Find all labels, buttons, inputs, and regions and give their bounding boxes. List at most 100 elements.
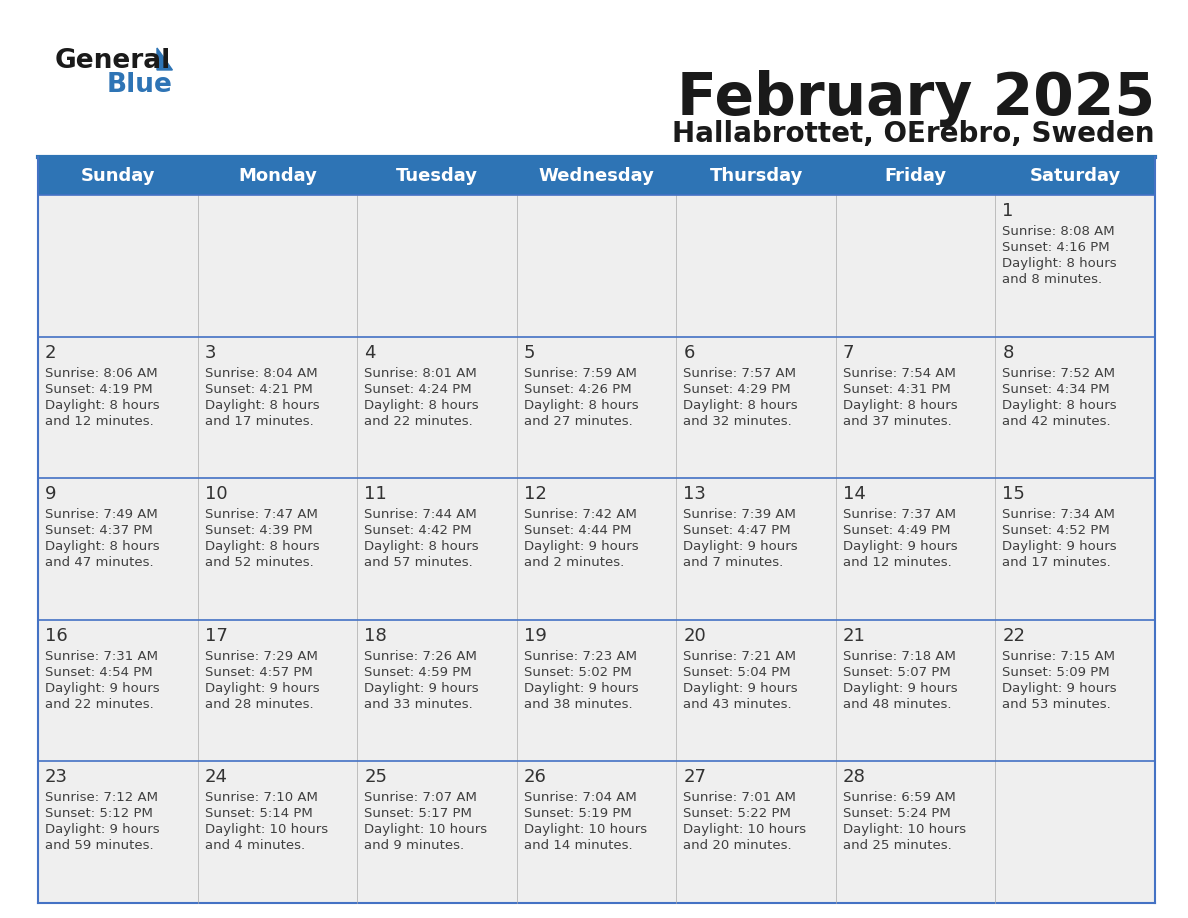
Text: Friday: Friday [885,167,947,185]
Text: and 4 minutes.: and 4 minutes. [204,839,304,853]
Text: Sunrise: 8:04 AM: Sunrise: 8:04 AM [204,366,317,380]
Text: 12: 12 [524,486,546,503]
Text: and 32 minutes.: and 32 minutes. [683,415,792,428]
Text: General: General [55,48,171,74]
Text: Sunrise: 7:23 AM: Sunrise: 7:23 AM [524,650,637,663]
Bar [38,157,1155,195]
Bar [38,195,1155,337]
Text: Sunrise: 7:37 AM: Sunrise: 7:37 AM [842,509,956,521]
Text: Daylight: 9 hours: Daylight: 9 hours [524,540,638,554]
Text: Sunset: 4:39 PM: Sunset: 4:39 PM [204,524,312,537]
Text: Thursday: Thursday [709,167,803,185]
Text: Sunrise: 7:34 AM: Sunrise: 7:34 AM [1003,509,1116,521]
Text: Sunset: 4:19 PM: Sunset: 4:19 PM [45,383,152,396]
Text: Daylight: 8 hours: Daylight: 8 hours [45,398,159,411]
Bar [38,478,1155,620]
Text: Sunset: 5:17 PM: Sunset: 5:17 PM [365,808,472,821]
Text: Sunrise: 8:01 AM: Sunrise: 8:01 AM [365,366,476,380]
Text: 6: 6 [683,343,695,362]
Text: and 33 minutes.: and 33 minutes. [365,698,473,711]
Text: and 2 minutes.: and 2 minutes. [524,556,624,569]
Text: Daylight: 9 hours: Daylight: 9 hours [842,682,958,695]
Text: 25: 25 [365,768,387,787]
Text: Daylight: 10 hours: Daylight: 10 hours [204,823,328,836]
Text: 2: 2 [45,343,57,362]
Text: Daylight: 9 hours: Daylight: 9 hours [365,682,479,695]
Text: Daylight: 8 hours: Daylight: 8 hours [365,398,479,411]
Text: Sunset: 5:09 PM: Sunset: 5:09 PM [1003,666,1110,678]
Text: Sunset: 4:29 PM: Sunset: 4:29 PM [683,383,791,396]
Text: and 17 minutes.: and 17 minutes. [204,415,314,428]
Text: and 12 minutes.: and 12 minutes. [45,415,153,428]
Text: Sunrise: 7:01 AM: Sunrise: 7:01 AM [683,791,796,804]
Text: Sunrise: 7:04 AM: Sunrise: 7:04 AM [524,791,637,804]
Text: Sunset: 5:12 PM: Sunset: 5:12 PM [45,808,153,821]
Text: Sunrise: 7:10 AM: Sunrise: 7:10 AM [204,791,317,804]
Text: 21: 21 [842,627,866,644]
Text: Daylight: 9 hours: Daylight: 9 hours [524,682,638,695]
Text: Sunrise: 7:59 AM: Sunrise: 7:59 AM [524,366,637,380]
Text: Daylight: 9 hours: Daylight: 9 hours [683,682,798,695]
Text: Daylight: 9 hours: Daylight: 9 hours [683,540,798,554]
Text: Sunrise: 7:15 AM: Sunrise: 7:15 AM [1003,650,1116,663]
Text: 19: 19 [524,627,546,644]
Text: Sunrise: 7:29 AM: Sunrise: 7:29 AM [204,650,317,663]
Text: Daylight: 9 hours: Daylight: 9 hours [842,540,958,554]
Text: and 38 minutes.: and 38 minutes. [524,698,632,711]
Text: Monday: Monday [238,167,317,185]
Text: and 53 minutes.: and 53 minutes. [1003,698,1111,711]
Text: Sunrise: 7:52 AM: Sunrise: 7:52 AM [1003,366,1116,380]
Text: and 9 minutes.: and 9 minutes. [365,839,465,853]
Text: Daylight: 8 hours: Daylight: 8 hours [45,540,159,554]
Text: Daylight: 10 hours: Daylight: 10 hours [842,823,966,836]
Text: 17: 17 [204,627,227,644]
Text: Sunrise: 6:59 AM: Sunrise: 6:59 AM [842,791,955,804]
Text: Sunset: 4:21 PM: Sunset: 4:21 PM [204,383,312,396]
Text: February 2025: February 2025 [677,70,1155,127]
Text: and 17 minutes.: and 17 minutes. [1003,556,1111,569]
Text: and 59 minutes.: and 59 minutes. [45,839,153,853]
Text: Daylight: 9 hours: Daylight: 9 hours [1003,682,1117,695]
Text: Sunrise: 8:06 AM: Sunrise: 8:06 AM [45,366,158,380]
Text: Daylight: 8 hours: Daylight: 8 hours [683,398,798,411]
Text: Sunset: 4:49 PM: Sunset: 4:49 PM [842,524,950,537]
Text: 3: 3 [204,343,216,362]
Text: and 57 minutes.: and 57 minutes. [365,556,473,569]
Text: Daylight: 10 hours: Daylight: 10 hours [683,823,807,836]
Text: Sunrise: 7:57 AM: Sunrise: 7:57 AM [683,366,796,380]
Text: 23: 23 [45,768,68,787]
Text: 14: 14 [842,486,866,503]
Text: Sunset: 4:37 PM: Sunset: 4:37 PM [45,524,153,537]
Text: and 14 minutes.: and 14 minutes. [524,839,632,853]
Text: Daylight: 9 hours: Daylight: 9 hours [45,682,159,695]
Text: Daylight: 8 hours: Daylight: 8 hours [1003,398,1117,411]
Bar [38,620,1155,761]
Text: Tuesday: Tuesday [396,167,478,185]
Text: Sunset: 5:19 PM: Sunset: 5:19 PM [524,808,632,821]
Text: Daylight: 8 hours: Daylight: 8 hours [524,398,638,411]
Text: Daylight: 9 hours: Daylight: 9 hours [1003,540,1117,554]
Text: and 42 minutes.: and 42 minutes. [1003,415,1111,428]
Text: and 47 minutes.: and 47 minutes. [45,556,153,569]
Text: Sunrise: 7:42 AM: Sunrise: 7:42 AM [524,509,637,521]
Text: Sunset: 4:44 PM: Sunset: 4:44 PM [524,524,631,537]
Text: 22: 22 [1003,627,1025,644]
Text: Sunrise: 7:54 AM: Sunrise: 7:54 AM [842,366,955,380]
Text: Sunrise: 7:44 AM: Sunrise: 7:44 AM [365,509,476,521]
Text: 4: 4 [365,343,375,362]
Text: Sunset: 4:47 PM: Sunset: 4:47 PM [683,524,791,537]
Text: and 7 minutes.: and 7 minutes. [683,556,784,569]
Text: and 43 minutes.: and 43 minutes. [683,698,792,711]
Text: Daylight: 8 hours: Daylight: 8 hours [204,398,320,411]
Text: Sunset: 4:52 PM: Sunset: 4:52 PM [1003,524,1110,537]
Text: Sunrise: 7:18 AM: Sunrise: 7:18 AM [842,650,955,663]
Text: Saturday: Saturday [1030,167,1120,185]
Text: Sunrise: 8:08 AM: Sunrise: 8:08 AM [1003,225,1116,238]
Text: Hallabrottet, OErebro, Sweden: Hallabrottet, OErebro, Sweden [672,120,1155,148]
Text: and 25 minutes.: and 25 minutes. [842,839,952,853]
Text: and 48 minutes.: and 48 minutes. [842,698,952,711]
Text: Sunset: 5:02 PM: Sunset: 5:02 PM [524,666,632,678]
Bar [38,337,1155,478]
Text: and 12 minutes.: and 12 minutes. [842,556,952,569]
Text: and 52 minutes.: and 52 minutes. [204,556,314,569]
